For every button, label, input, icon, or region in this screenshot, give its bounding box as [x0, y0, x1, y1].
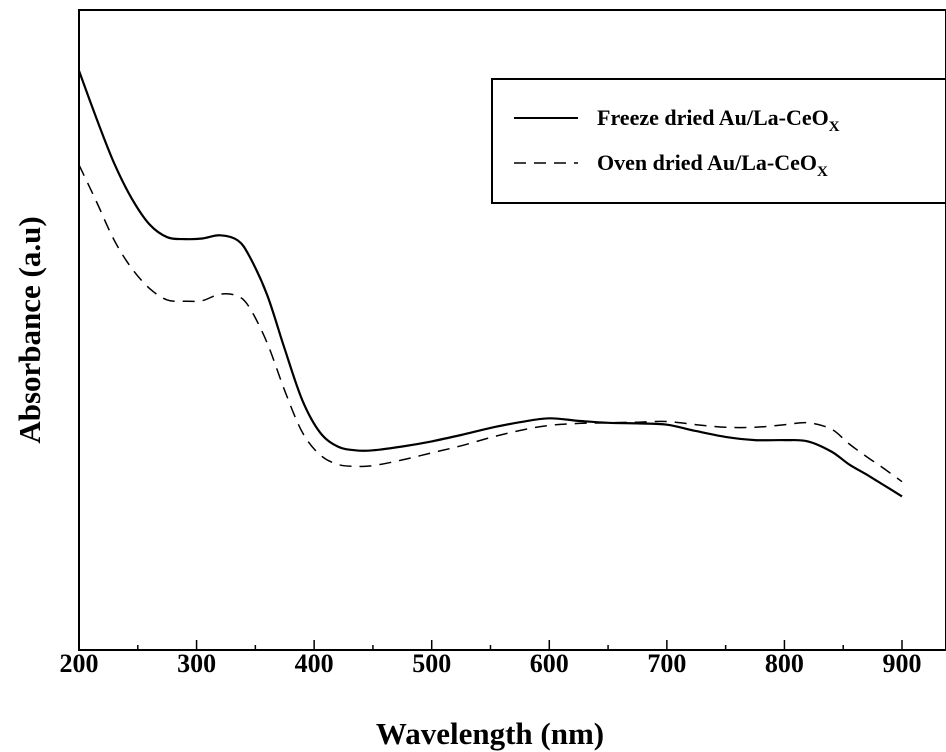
x-tick-label: 900	[883, 649, 922, 678]
x-axis-ticks	[78, 640, 903, 650]
x-tick-label: 200	[60, 649, 99, 678]
x-tick-label: 300	[177, 649, 216, 678]
x-tick-label: 400	[295, 649, 334, 678]
x-axis-title: Wavelength (nm)	[376, 716, 604, 751]
x-axis-tick-labels: 200 300 400 500 600 700 800 900	[60, 649, 922, 678]
legend-label-oven-dried: Oven dried Au/La-CeOX	[597, 150, 828, 180]
series-line-oven-dried	[78, 164, 903, 483]
legend: Freeze dried Au/La-CeOX Oven dried Au/La…	[491, 78, 946, 204]
series-line-freeze-dried	[77, 70, 903, 498]
legend-label-freeze-dried: Freeze dried Au/La-CeOX	[597, 105, 840, 135]
x-tick-label: 500	[412, 649, 451, 678]
x-tick-label: 700	[647, 649, 686, 678]
plot-frame	[78, 9, 946, 651]
x-tick-label: 600	[530, 649, 569, 678]
legend-box	[491, 78, 946, 204]
x-tick-label: 800	[765, 649, 804, 678]
y-axis-title: Absorbance (a.u)	[12, 216, 47, 443]
series-layer	[77, 70, 903, 498]
